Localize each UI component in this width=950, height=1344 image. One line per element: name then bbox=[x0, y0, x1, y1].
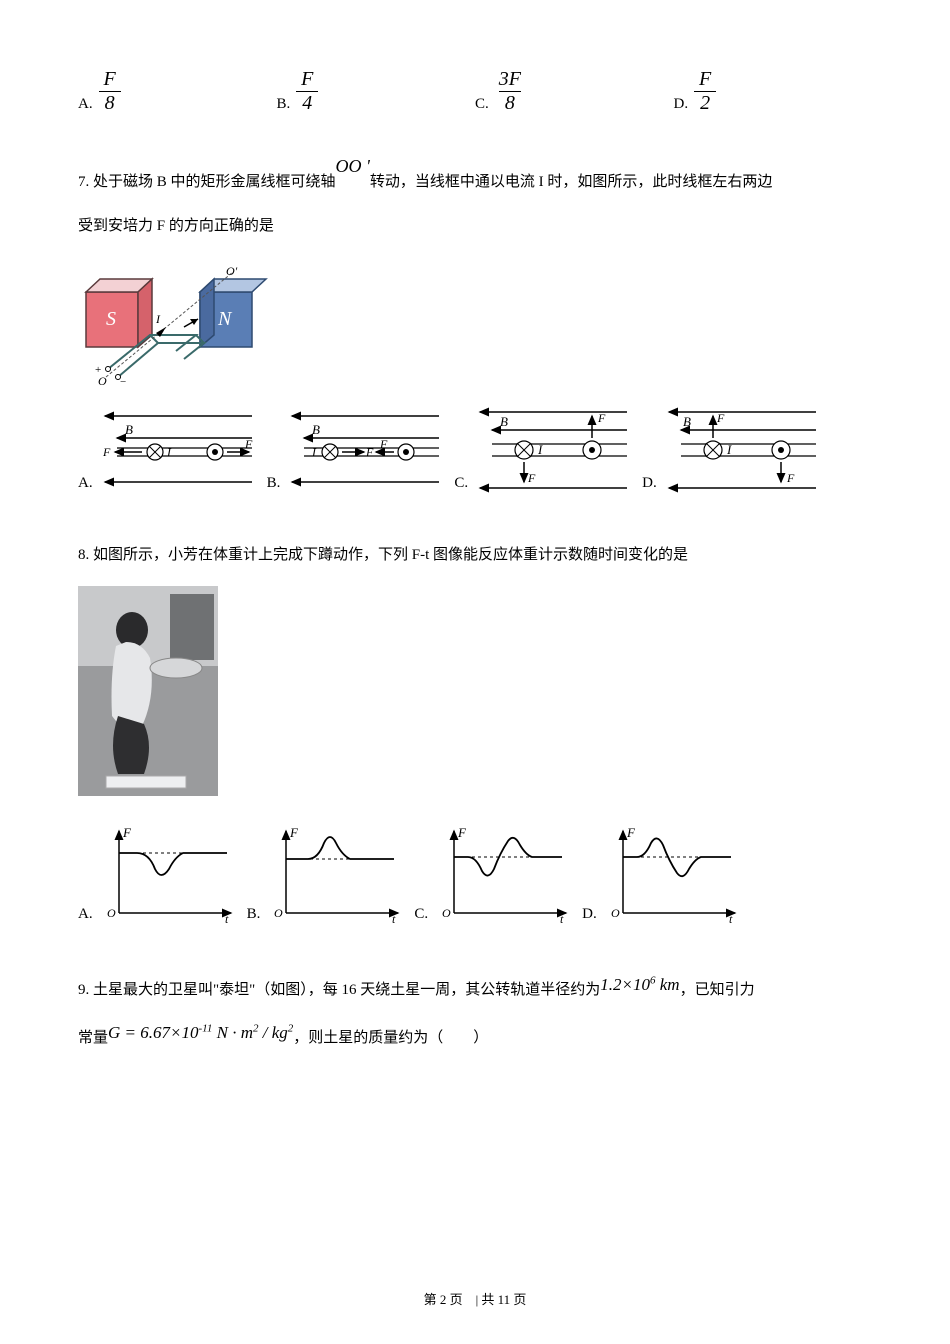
svg-text:t: t bbox=[560, 912, 564, 925]
svg-text:t: t bbox=[225, 912, 229, 925]
q8-text: 8. 如图所示，小芳在体重计上完成下蹲动作，下列 F-t 图像能反应体重计示数随… bbox=[78, 534, 872, 576]
fraction: F 4 bbox=[296, 68, 318, 115]
q7-opt-b-diagram: B I F F bbox=[284, 404, 444, 494]
q8-number: 8. bbox=[78, 547, 89, 563]
svg-text:t: t bbox=[729, 912, 733, 925]
svg-text:N: N bbox=[217, 308, 233, 330]
q7-option-b: B. B I F F bbox=[267, 404, 445, 494]
svg-text:−: − bbox=[120, 376, 126, 387]
q7-text-line2: 受到安培力 F 的方向正确的是 bbox=[78, 205, 872, 247]
svg-text:I: I bbox=[311, 445, 317, 459]
q9-radius-formula: 1.2×106 km bbox=[600, 975, 679, 994]
q9-text-line1: 9. 土星最大的卫星叫"泰坦"（如图），每 16 天绕土星一周，其公转轨道半径约… bbox=[78, 965, 872, 1013]
svg-text:B: B bbox=[125, 422, 133, 437]
svg-text:B: B bbox=[683, 414, 691, 429]
q7-text: 7. 处于磁场 B 中的矩形金属线框可绕轴OO '转动，当线框中通以电流 I 时… bbox=[78, 155, 872, 205]
svg-text:S: S bbox=[106, 308, 116, 330]
option-label: B. bbox=[247, 906, 261, 923]
svg-text:O': O' bbox=[226, 264, 238, 278]
svg-text:F: F bbox=[716, 411, 725, 425]
option-label: A. bbox=[78, 96, 93, 113]
q7-option-a: A. B I F F bbox=[78, 404, 257, 494]
option-label: C. bbox=[475, 96, 489, 113]
option-label: C. bbox=[454, 475, 468, 492]
svg-text:+: + bbox=[95, 364, 101, 376]
svg-text:B: B bbox=[312, 422, 320, 437]
q7-number: 7. bbox=[78, 174, 89, 190]
q9-p2: ，已知引力 bbox=[680, 982, 755, 998]
q6-option-c: C. 3F 8 bbox=[475, 68, 674, 115]
q7-option-d: D. B I F F bbox=[642, 404, 821, 494]
q8-option-d: D. F t O bbox=[582, 825, 741, 925]
q8-opt-b-graph: F t O bbox=[264, 825, 404, 925]
option-label: C. bbox=[414, 906, 428, 923]
q8-opt-c-graph: F t O bbox=[432, 825, 572, 925]
option-label: A. bbox=[78, 475, 93, 492]
svg-text:F: F bbox=[102, 445, 111, 459]
svg-text:F: F bbox=[289, 825, 299, 840]
option-label: B. bbox=[267, 475, 281, 492]
q6-option-a: A. F 8 bbox=[78, 68, 277, 115]
q9-number: 9. bbox=[78, 982, 89, 998]
option-label: A. bbox=[78, 906, 93, 923]
option-label: D. bbox=[582, 906, 597, 923]
svg-text:O: O bbox=[442, 906, 451, 920]
svg-text:F: F bbox=[244, 437, 253, 451]
q7-opt-c-diagram: B I F F bbox=[472, 404, 632, 494]
q7-axis-symbol: OO ' bbox=[336, 156, 370, 176]
q8-opt-d-graph: F t O bbox=[601, 825, 741, 925]
svg-text:F: F bbox=[527, 471, 536, 485]
q7-options-row: A. B I F F B. B bbox=[78, 404, 872, 494]
fraction: 3F 8 bbox=[495, 68, 525, 115]
svg-text:I: I bbox=[155, 312, 161, 326]
q7-text-before: 处于磁场 B 中的矩形金属线框可绕轴 bbox=[89, 174, 335, 190]
page-footer: 第 2 页 | 共 11 页 bbox=[0, 1289, 950, 1308]
svg-text:B: B bbox=[500, 414, 508, 429]
fraction: F 2 bbox=[694, 68, 716, 115]
svg-text:F: F bbox=[626, 825, 636, 840]
svg-text:O: O bbox=[274, 906, 283, 920]
svg-text:F: F bbox=[365, 445, 374, 459]
svg-text:F: F bbox=[786, 471, 795, 485]
q8-opt-a-graph: F t O bbox=[97, 825, 237, 925]
svg-text:t: t bbox=[392, 912, 396, 925]
q8-body: 如图所示，小芳在体重计上完成下蹲动作，下列 F-t 图像能反应体重计示数随时间变… bbox=[89, 547, 688, 563]
q9-text-line2: 常量G = 6.67×10-11 N · m2 / kg2，则土星的质量约为（ … bbox=[78, 1013, 872, 1061]
q8-photo bbox=[78, 586, 218, 796]
q9-g-formula: G = 6.67×10-11 N · m2 / kg2 bbox=[108, 1023, 293, 1042]
svg-text:F: F bbox=[379, 437, 388, 451]
option-label: D. bbox=[674, 96, 689, 113]
svg-text:F: F bbox=[457, 825, 467, 840]
svg-text:F: F bbox=[597, 411, 606, 425]
svg-text:I: I bbox=[166, 445, 172, 459]
q7-text-after1: 转动，当线框中通以电流 I 时，如图所示，此时线框左右两边 bbox=[370, 174, 773, 190]
q8-options-row: A. F t O B. F t O C. F t bbox=[78, 825, 872, 925]
q8-option-b: B. F t O bbox=[247, 825, 405, 925]
svg-text:O: O bbox=[611, 906, 620, 920]
option-label: D. bbox=[642, 475, 657, 492]
q9-p3: 常量 bbox=[78, 1030, 108, 1046]
svg-text:I: I bbox=[537, 442, 543, 457]
q6-options-row: A. F 8 B. F 4 C. 3F 8 D. F 2 bbox=[78, 68, 872, 115]
q8-option-a: A. F t O bbox=[78, 825, 237, 925]
q7-opt-a-diagram: B I F F bbox=[97, 404, 257, 494]
q7-main-diagram: S N O' O I + − bbox=[78, 257, 268, 387]
svg-text:F: F bbox=[122, 825, 132, 840]
q6-option-b: B. F 4 bbox=[277, 68, 476, 115]
q9-p4: ，则土星的质量约为（ ） bbox=[293, 1030, 488, 1046]
fraction: F 8 bbox=[99, 68, 121, 115]
option-label: B. bbox=[277, 96, 291, 113]
q6-option-d: D. F 2 bbox=[674, 68, 873, 115]
q7-opt-d-diagram: B I F F bbox=[661, 404, 821, 494]
q7-option-c: C. B I F F bbox=[454, 404, 632, 494]
q9-p1: 土星最大的卫星叫"泰坦"（如图），每 16 天绕土星一周，其公转轨道半径约为 bbox=[89, 982, 600, 998]
q8-option-c: C. F t O bbox=[414, 825, 572, 925]
svg-text:O: O bbox=[107, 906, 116, 920]
svg-text:I: I bbox=[726, 442, 732, 457]
